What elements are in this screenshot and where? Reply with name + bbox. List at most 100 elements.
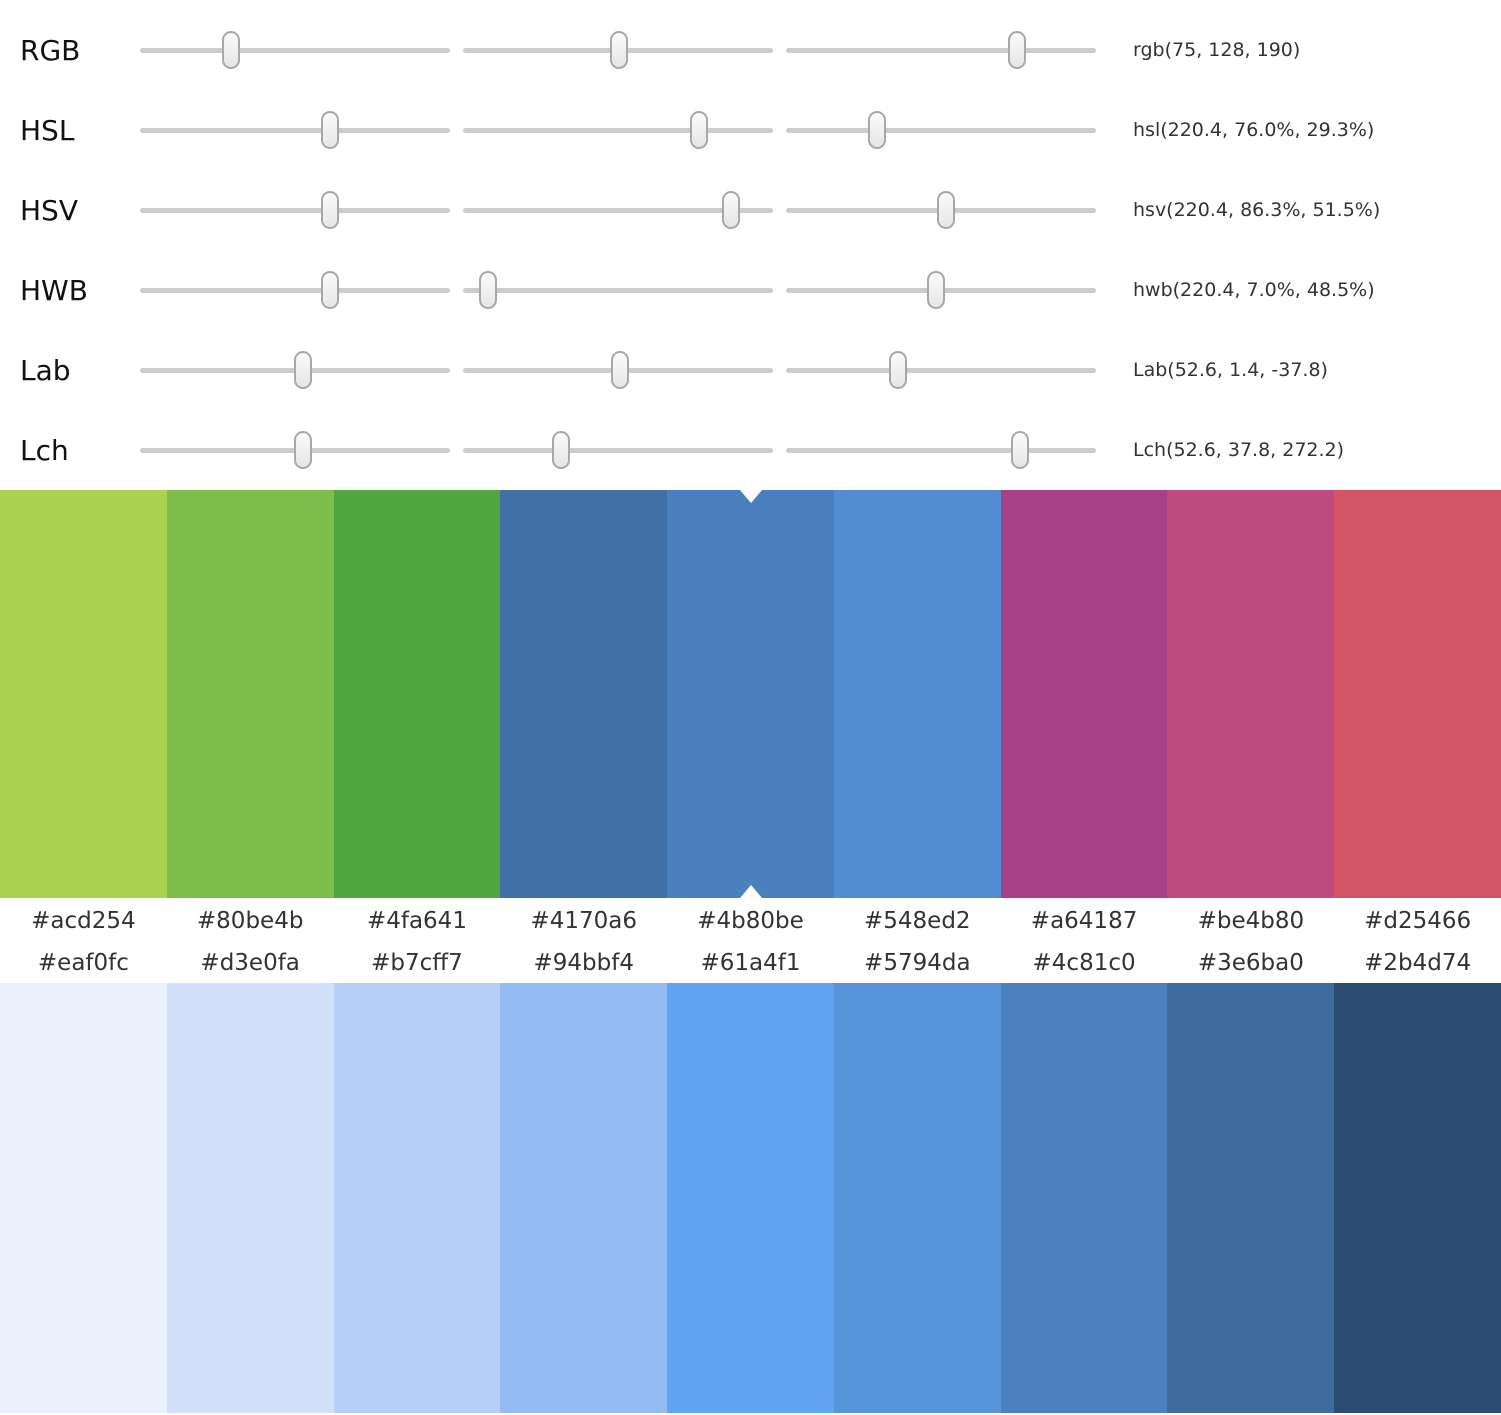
slider-track[interactable] <box>140 268 450 312</box>
selected-marker-top <box>739 490 762 503</box>
color-swatch[interactable] <box>1000 490 1168 898</box>
color-swatch[interactable] <box>667 983 834 1413</box>
slider-track-line <box>140 287 450 293</box>
slider-track-line <box>786 447 1096 453</box>
shade-palette: #eaf0fc #d3e0fa #b7cff7 #94bbf4 #61a4f1 #5794… <box>0 943 1501 1413</box>
slider-thumb[interactable] <box>320 111 339 149</box>
color-swatch[interactable] <box>1334 490 1501 898</box>
swatch-hex-label: #5794da <box>864 950 971 976</box>
color-swatch[interactable] <box>1000 983 1168 1413</box>
swatch-hex-label: #61a4f1 <box>700 950 801 976</box>
slider-track[interactable] <box>463 188 773 232</box>
swatch-hex-label: #b7cff7 <box>371 950 463 976</box>
slider-track[interactable] <box>786 348 1096 392</box>
slider-row: HSL hsl(220.4, 76.0%, 29.3%) <box>0 90 1501 170</box>
slider-thumb[interactable] <box>721 191 740 229</box>
color-swatch[interactable] <box>166 490 334 898</box>
slider-thumb[interactable] <box>294 351 313 389</box>
color-swatch[interactable] <box>833 490 1001 898</box>
slider-track[interactable] <box>463 268 773 312</box>
swatch-hex-label: #a64187 <box>1030 907 1138 934</box>
slider-track[interactable] <box>786 188 1096 232</box>
slider-track[interactable] <box>786 108 1096 152</box>
swatch-hex-label: #4fa641 <box>366 907 467 934</box>
slider-thumb[interactable] <box>551 431 570 469</box>
slider-track[interactable] <box>463 28 773 72</box>
slider-track[interactable] <box>786 28 1096 72</box>
slider-thumb[interactable] <box>927 271 946 309</box>
slider-panel: RGB rgb(75, 128, 190) HSL hsl(220.4, <box>0 0 1501 490</box>
slider-track[interactable] <box>140 188 450 232</box>
slider-thumb[interactable] <box>478 271 497 309</box>
slider-track[interactable] <box>140 348 450 392</box>
color-swatch[interactable] <box>500 983 668 1413</box>
slider-row: Lch Lch(52.6, 37.8, 272.2) <box>0 410 1501 490</box>
color-swatch[interactable] <box>500 490 668 898</box>
slider-track-line <box>786 127 1096 133</box>
swatch-hex-label: #4b80be <box>697 907 804 934</box>
slider-thumb[interactable] <box>610 351 629 389</box>
color-swatch[interactable] <box>333 983 501 1413</box>
slider-row-label: Lch <box>20 433 69 467</box>
swatch-hex-label: #eaf0fc <box>37 950 129 976</box>
slider-track-line <box>140 127 450 133</box>
color-swatch[interactable] <box>0 490 167 898</box>
slider-thumb[interactable] <box>294 431 313 469</box>
slider-track[interactable] <box>786 428 1096 472</box>
color-swatch[interactable] <box>333 490 501 898</box>
swatch-hex-label: #548ed2 <box>864 907 971 934</box>
slider-track[interactable] <box>463 428 773 472</box>
slider-track[interactable] <box>140 108 450 152</box>
slider-track[interactable] <box>463 108 773 152</box>
slider-track[interactable] <box>786 268 1096 312</box>
slider-thumb[interactable] <box>609 31 628 69</box>
swatch-hex-label: #2b4d74 <box>1364 950 1472 976</box>
slider-thumb[interactable] <box>936 191 955 229</box>
color-swatch[interactable] <box>1167 983 1335 1413</box>
slider-value: Lch(52.6, 37.8, 272.2) <box>1133 439 1345 461</box>
main-palette-swatches <box>0 490 1501 898</box>
slider-track[interactable] <box>140 428 450 472</box>
slider-track[interactable] <box>140 28 450 72</box>
slider-thumb[interactable] <box>320 191 339 229</box>
slider-track[interactable] <box>463 348 773 392</box>
selected-marker-bottom <box>739 885 762 898</box>
slider-row: RGB rgb(75, 128, 190) <box>0 10 1501 90</box>
slider-track-line <box>463 207 773 213</box>
main-palette: #acd254 #80be4b #4fa641 #4170a6 #4b80be #548e… <box>0 490 1501 943</box>
swatch-hex-label: #be4b80 <box>1197 907 1305 934</box>
slider-thumb[interactable] <box>320 271 339 309</box>
slider-value: hsv(220.4, 86.3%, 51.5%) <box>1133 199 1381 221</box>
slider-thumb[interactable] <box>867 111 886 149</box>
color-swatch[interactable] <box>667 490 834 898</box>
slider-track-line <box>463 287 773 293</box>
slider-track-line <box>786 47 1096 53</box>
slider-track-line <box>140 207 450 213</box>
slider-thumb[interactable] <box>1011 431 1030 469</box>
slider-value: rgb(75, 128, 190) <box>1133 39 1301 61</box>
color-swatch[interactable] <box>833 983 1001 1413</box>
slider-thumb[interactable] <box>888 351 907 389</box>
slider-track-line <box>140 47 450 53</box>
slider-thumb[interactable] <box>689 111 708 149</box>
slider-track-line <box>463 447 773 453</box>
swatch-hex-label: #acd254 <box>31 907 136 934</box>
slider-row-label: HSL <box>20 113 75 147</box>
slider-value: hsl(220.4, 76.0%, 29.3%) <box>1133 119 1375 141</box>
slider-thumb[interactable] <box>222 31 241 69</box>
color-swatch[interactable] <box>1167 490 1335 898</box>
slider-row: HSV hsv(220.4, 86.3%, 51.5%) <box>0 170 1501 250</box>
slider-thumb[interactable] <box>1007 31 1026 69</box>
swatch-hex-label: #94bbf4 <box>533 950 634 976</box>
color-swatch[interactable] <box>0 983 167 1413</box>
shade-palette-labels: #eaf0fc #d3e0fa #b7cff7 #94bbf4 #61a4f1 #5794… <box>0 943 1501 983</box>
shade-palette-swatches <box>0 983 1501 1413</box>
slider-row-label: Lab <box>20 353 71 387</box>
color-swatch[interactable] <box>166 983 334 1413</box>
slider-track-line <box>463 127 773 133</box>
swatch-hex-label: #4170a6 <box>530 907 637 934</box>
main-palette-labels: #acd254 #80be4b #4fa641 #4170a6 #4b80be #548e… <box>0 898 1501 943</box>
swatch-hex-label: #80be4b <box>196 907 304 934</box>
color-swatch[interactable] <box>1334 983 1501 1413</box>
